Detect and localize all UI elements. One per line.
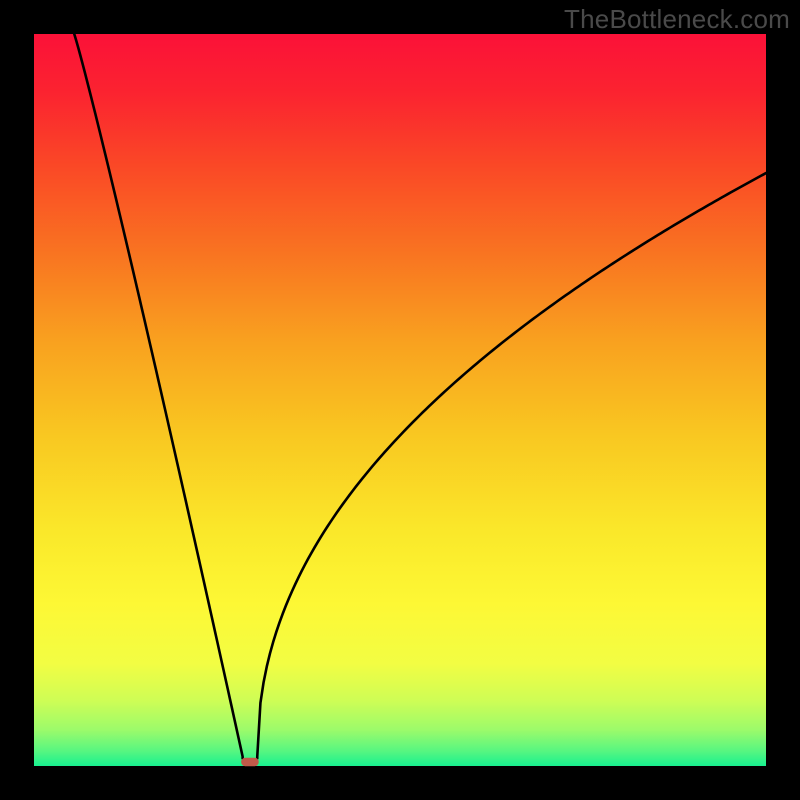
chart-canvas bbox=[0, 0, 800, 800]
min-marker bbox=[241, 758, 259, 766]
plot-area bbox=[34, 34, 766, 766]
chart-stage: TheBottleneck.com bbox=[0, 0, 800, 800]
watermark-text: TheBottleneck.com bbox=[564, 4, 790, 35]
